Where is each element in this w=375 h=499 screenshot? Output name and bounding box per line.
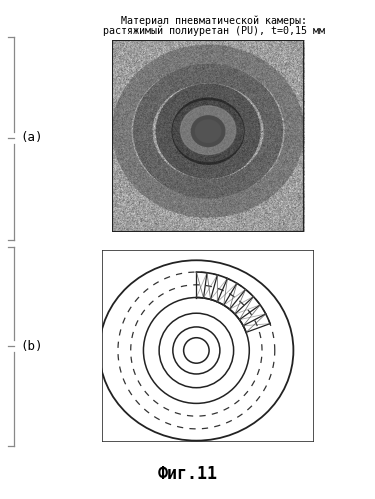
Ellipse shape: [180, 106, 236, 155]
Text: (b): (b): [21, 340, 43, 353]
Text: Материал пневматической камеры:: Материал пневматической камеры:: [121, 16, 307, 26]
Ellipse shape: [193, 117, 224, 145]
Text: растяжимый полиуретан (PU), t=0,15 мм: растяжимый полиуретан (PU), t=0,15 мм: [103, 26, 325, 36]
Text: (a): (a): [21, 131, 43, 144]
Text: Фиг.11: Фиг.11: [158, 465, 218, 483]
